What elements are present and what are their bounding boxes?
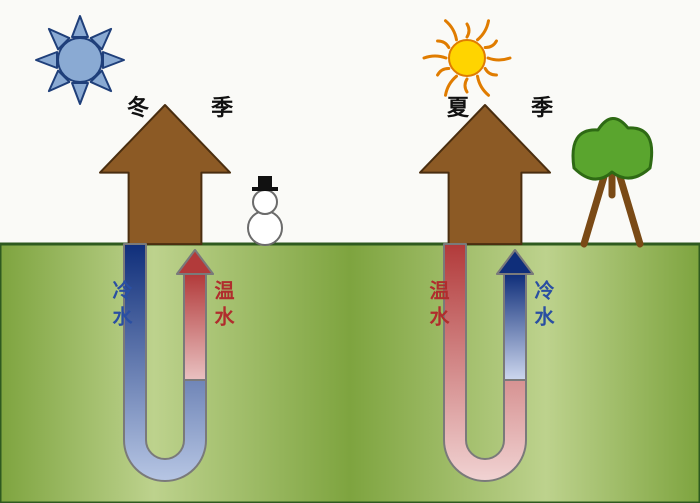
summer-label: 夏 季 — [447, 90, 581, 122]
summer-sun-icon — [424, 21, 510, 95]
summer-house-icon — [420, 105, 550, 244]
tree-icon — [573, 118, 652, 244]
winter-sun-icon — [36, 16, 124, 104]
winter-cold-label: 冷水 — [106, 280, 135, 332]
winter-label: 冬 季 — [127, 90, 261, 122]
summer-warm-label: 温水 — [423, 280, 452, 332]
winter-warm-label: 温水 — [208, 280, 237, 332]
snowman-icon — [248, 176, 282, 245]
ground — [0, 244, 700, 503]
summer-cold-label: 冷水 — [528, 280, 557, 332]
winter-house-icon — [100, 105, 230, 244]
